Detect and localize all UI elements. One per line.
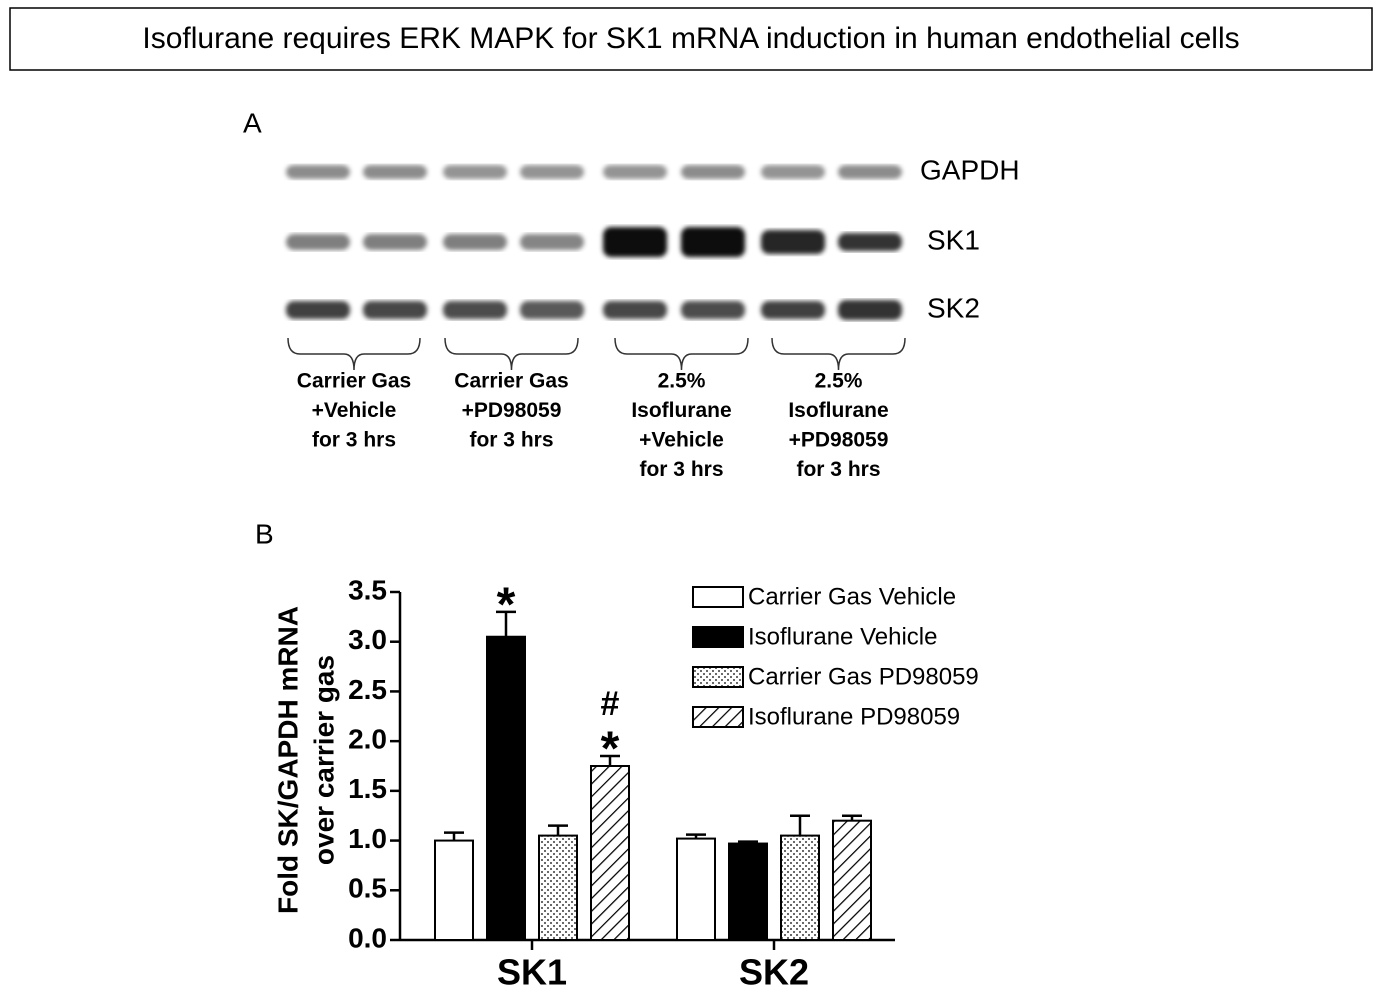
y-tick-label: 0.5 (348, 873, 387, 904)
gel-band (286, 301, 350, 319)
gel-band (838, 233, 902, 251)
bar (676, 837, 716, 942)
error-bar (496, 610, 516, 637)
legend-swatch (692, 706, 744, 728)
bar (538, 834, 578, 941)
group-label: +PD98059 (789, 429, 889, 452)
legend-label: Carrier Gas PD98059 (748, 663, 979, 690)
gel-band (761, 301, 825, 319)
panel-label: B (255, 518, 274, 549)
legend-label: Isoflurane PD98059 (748, 703, 960, 730)
brace (287, 337, 421, 371)
group-label: Carrier Gas (454, 370, 568, 393)
y-axis-label: over carrier gas (308, 655, 339, 865)
gel-band (443, 301, 507, 319)
y-tick-label: 1.5 (348, 773, 387, 804)
group-label: Carrier Gas (297, 370, 411, 393)
error-bar (548, 824, 568, 836)
error-bar (600, 754, 620, 766)
group-label: 2.5% (815, 370, 863, 393)
group-label: Isoflurane (631, 399, 731, 422)
bar (590, 765, 630, 941)
gel-band (443, 165, 507, 179)
brace (614, 337, 749, 371)
gel: GAPDH SK1 SK2 Carrier Gas +Vehicle for 3 hrs C… (286, 154, 1020, 481)
group-label: +Vehicle (312, 399, 397, 422)
group-label: +PD98059 (462, 399, 562, 422)
bar (728, 842, 768, 941)
gel-band (363, 165, 427, 179)
gel-band (286, 234, 350, 250)
significance-marker: * (497, 579, 516, 632)
band-label: SK2 (927, 292, 980, 323)
significance-marker: * (601, 723, 620, 776)
brace (771, 337, 906, 371)
bar (832, 819, 872, 942)
gel-band (520, 165, 584, 179)
group-label: +Vehicle (639, 429, 724, 452)
bar (780, 834, 820, 941)
legend-swatch (692, 586, 744, 608)
group-label: 2.5% (658, 370, 706, 393)
group-label: for 3 hrs (639, 458, 723, 481)
y-tick-label: 2.0 (348, 724, 387, 755)
legend-swatch (692, 666, 744, 688)
gel-band (761, 230, 825, 254)
significance-marker: # (601, 685, 620, 723)
legend-label: Carrier Gas Vehicle (748, 583, 956, 610)
gel-band (838, 300, 902, 320)
group-label: Isoflurane (788, 399, 888, 422)
bar (434, 839, 474, 941)
bar (486, 635, 526, 941)
band-label: GAPDH (920, 154, 1020, 185)
error-bar (842, 814, 862, 821)
gel-band (520, 234, 584, 250)
group-label: for 3 hrs (312, 429, 396, 452)
title-box (9, 7, 1373, 71)
y-tick-label: 1.0 (348, 823, 387, 854)
y-axis-label: Fold SK/GAPDH mRNA (272, 606, 303, 914)
panel-label: A (243, 107, 262, 138)
gel-band (603, 301, 667, 319)
y-tick-label: 0.0 (348, 922, 387, 953)
gel-band (286, 165, 350, 179)
gel-band (443, 234, 507, 250)
gel-band (520, 301, 584, 319)
band-label: SK1 (927, 224, 980, 255)
gel-band (761, 165, 825, 179)
gel-band (838, 165, 902, 179)
error-bar (790, 814, 810, 836)
y-tick-label: 2.5 (348, 674, 387, 705)
error-bar (444, 831, 464, 841)
legend-swatch (692, 626, 744, 648)
y-tick-label: 3.5 (348, 574, 387, 605)
legend-label: Isoflurane Vehicle (748, 623, 937, 650)
group-label: for 3 hrs (469, 429, 553, 452)
gel-band (363, 234, 427, 250)
gel-band (681, 227, 745, 257)
group-label: for 3 hrs (796, 458, 880, 481)
gel-band (603, 227, 667, 257)
gel-band (363, 301, 427, 319)
y-tick-label: 3.0 (348, 624, 387, 655)
gel-band (681, 165, 745, 179)
x-tick-label: SK1 (497, 952, 567, 993)
gel-band (603, 165, 667, 179)
gel-band (681, 301, 745, 319)
error-bar (686, 833, 706, 839)
x-tick-label: SK2 (739, 952, 809, 993)
figure-title: Isoflurane requires ERK MAPK for SK1 mRN… (142, 22, 1239, 55)
error-bar (738, 840, 758, 844)
brace (444, 337, 579, 371)
bar-chart: B Fold SK/GAPDH mRNA over carrier gas 0.0 0.… (255, 518, 979, 992)
